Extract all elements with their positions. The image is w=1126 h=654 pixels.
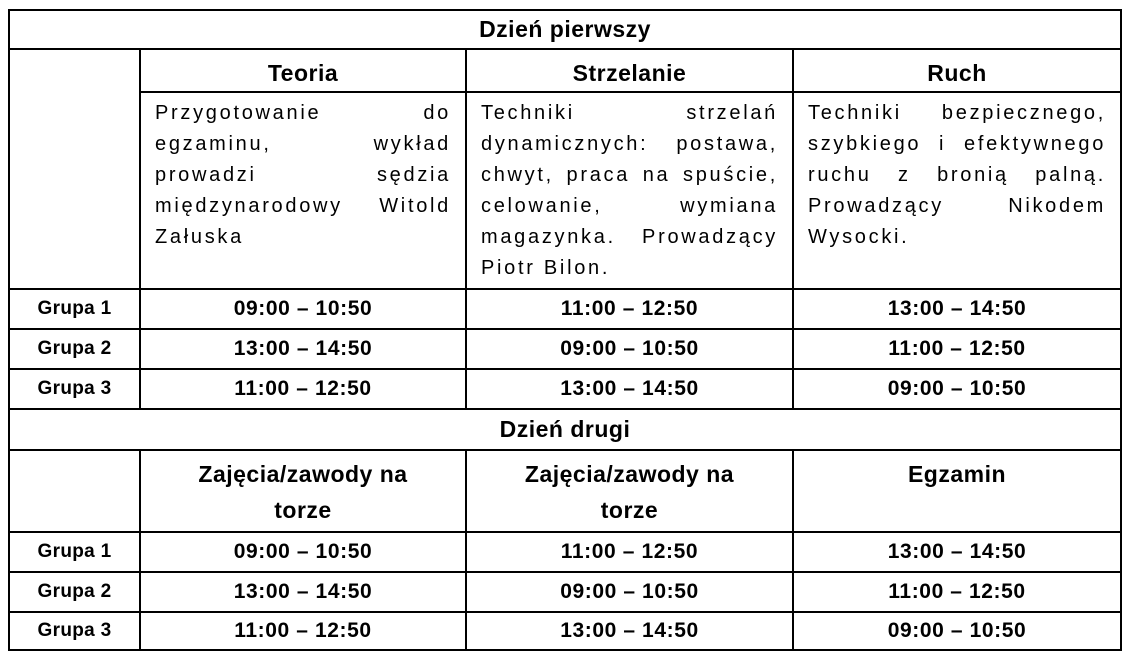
time-slot: 13:00 – 14:50 [465, 368, 794, 410]
day2-header-zajecia-2: Zajęcia/zawody na torze [465, 449, 794, 533]
time-slot: 11:00 – 12:50 [791, 571, 1123, 613]
time-slot: 09:00 – 10:50 [465, 571, 794, 613]
time-slot: 13:00 – 14:50 [791, 531, 1123, 573]
day1-description-row: Przygotowanie do egzaminu, wykład prowad… [9, 91, 1123, 290]
group-label: Grupa 1 [8, 288, 141, 330]
time-slot: 11:00 – 12:50 [139, 611, 467, 651]
time-slot: 09:00 – 10:50 [465, 328, 794, 370]
day2-title-row: Dzień drugi [7, 408, 1123, 451]
day1-header-row: Teoria Strzelanie Ruch [8, 48, 1123, 290]
time-slot: 11:00 – 12:50 [465, 288, 794, 330]
day1-header-strzelanie: Strzelanie [465, 48, 794, 93]
time-slot: 11:00 – 12:50 [139, 368, 467, 410]
time-slot: 11:00 – 12:50 [791, 328, 1123, 370]
group-label: Grupa 3 [8, 368, 141, 410]
day2-title: Dzień drugi [7, 408, 1123, 451]
time-slot: 13:00 – 14:50 [139, 571, 467, 613]
day1-group2-row: Grupa 2 13:00 – 14:50 09:00 – 10:50 11:0… [8, 328, 1123, 370]
time-slot: 09:00 – 10:50 [139, 288, 467, 330]
day1-description-teoria: Przygotowanie do egzaminu, wykład prowad… [139, 91, 467, 290]
time-slot: 13:00 – 14:50 [139, 328, 467, 370]
group-label: Grupa 3 [8, 611, 141, 651]
day1-title: Dzień pierwszy [7, 9, 1123, 50]
schedule-table: Dzień pierwszy Teoria Strzelanie Ruch Pr… [7, 9, 1123, 651]
group-label: Grupa 2 [8, 328, 141, 370]
day2-corner-cell [8, 449, 141, 533]
day2-header-zajecia-1: Zajęcia/zawody na torze [139, 449, 467, 533]
day1-corner-cell [8, 48, 141, 290]
day1-header-teoria: Teoria [139, 48, 467, 93]
day1-description-strzelanie: Techniki strzelań dynamicznych: postawa,… [465, 91, 794, 290]
day1-header-ruch: Ruch [791, 48, 1123, 93]
group-label: Grupa 2 [8, 571, 141, 613]
day1-group3-row: Grupa 3 11:00 – 12:50 13:00 – 14:50 09:0… [8, 368, 1123, 410]
time-slot: 13:00 – 14:50 [791, 288, 1123, 330]
day2-header-row: Zajęcia/zawody na torze Zajęcia/zawody n… [8, 449, 1123, 533]
day2-group1-row: Grupa 1 09:00 – 10:50 11:00 – 12:50 13:0… [8, 531, 1123, 573]
day2-group3-row: Grupa 3 11:00 – 12:50 13:00 – 14:50 09:0… [8, 611, 1123, 651]
day1-description-ruch: Techniki bezpiecznego, szybkiego i efekt… [791, 91, 1123, 290]
time-slot: 09:00 – 10:50 [791, 368, 1123, 410]
time-slot: 13:00 – 14:50 [465, 611, 794, 651]
day1-title-row: Dzień pierwszy [7, 9, 1123, 50]
day1-group1-row: Grupa 1 09:00 – 10:50 11:00 – 12:50 13:0… [8, 288, 1123, 330]
time-slot: 09:00 – 10:50 [139, 531, 467, 573]
day2-group2-row: Grupa 2 13:00 – 14:50 09:00 – 10:50 11:0… [8, 571, 1123, 613]
group-label: Grupa 1 [8, 531, 141, 573]
time-slot: 09:00 – 10:50 [791, 611, 1123, 651]
day2-header-egzamin: Egzamin [791, 449, 1123, 533]
time-slot: 11:00 – 12:50 [465, 531, 794, 573]
